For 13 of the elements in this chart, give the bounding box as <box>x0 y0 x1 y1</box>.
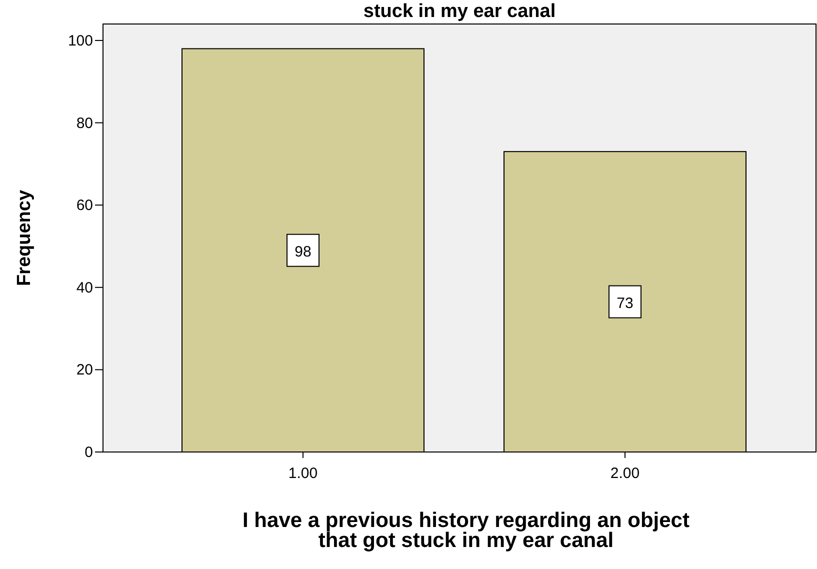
chart-title: stuck in my ear canal <box>363 1 556 22</box>
x-axis-title: I have a previous history regarding an object that got stuck in my ear canal <box>242 509 690 552</box>
y-axis-title: Frequency <box>14 190 35 286</box>
data-label: 98 <box>294 243 312 260</box>
y-tick-label: 0 <box>84 444 93 461</box>
y-tick-label: 60 <box>76 197 93 214</box>
y-tick-label: 80 <box>76 114 93 132</box>
y-tick-label: 40 <box>76 279 93 296</box>
y-tick-label: 100 <box>68 32 93 50</box>
data-label: 73 <box>616 294 634 312</box>
x-tick-label: 1.00 <box>288 465 318 482</box>
x-tick-label: 2.00 <box>610 465 640 482</box>
y-tick-label: 20 <box>76 362 93 379</box>
